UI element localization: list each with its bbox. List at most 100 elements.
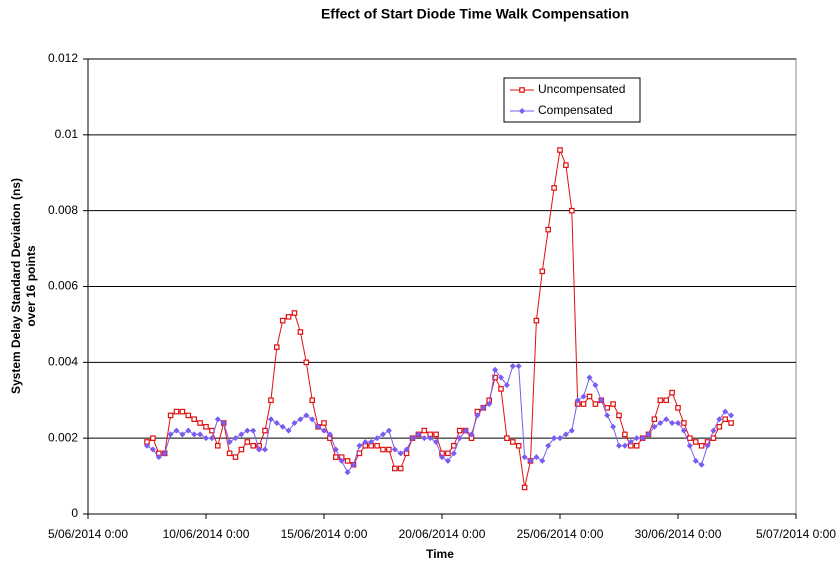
point (444, 457, 451, 464)
point (385, 427, 392, 434)
point (380, 446, 386, 453)
point (692, 457, 699, 464)
point (273, 420, 280, 426)
point (250, 442, 257, 449)
point (197, 420, 203, 426)
point (669, 389, 675, 396)
point (214, 416, 221, 423)
point (451, 442, 457, 449)
point (374, 435, 381, 442)
point (392, 465, 398, 472)
x-tick-label: 15/06/2014 0:00 (281, 527, 368, 541)
point (557, 435, 563, 442)
y-tick-label: 0.006 (48, 279, 78, 293)
point (563, 162, 569, 168)
point (149, 446, 156, 453)
point (557, 147, 563, 153)
point (692, 439, 699, 445)
point (155, 454, 162, 461)
point (562, 431, 569, 438)
point (321, 420, 327, 426)
point (533, 317, 540, 324)
point (462, 427, 469, 434)
point (409, 435, 416, 442)
point (610, 423, 617, 430)
point (232, 454, 239, 460)
point (533, 454, 540, 461)
point (244, 427, 251, 434)
point (220, 420, 227, 426)
point (179, 431, 186, 438)
point (297, 329, 304, 335)
point (238, 431, 245, 438)
y-tick-label: 0.004 (48, 355, 78, 369)
point (332, 446, 339, 453)
point (274, 344, 280, 350)
point (350, 461, 357, 468)
point (704, 442, 711, 449)
point (226, 450, 233, 457)
point (315, 423, 322, 430)
point (716, 416, 723, 423)
point (504, 435, 510, 441)
point (297, 416, 304, 423)
point (439, 454, 445, 461)
point (568, 427, 575, 434)
x-tick-label: 25/06/2014 0:00 (517, 527, 604, 541)
x-tick-label: 5/06/2014 0:00 (48, 527, 128, 541)
point (527, 457, 534, 464)
point (403, 446, 410, 453)
legend-label: Uncompensated (538, 82, 625, 96)
point (586, 393, 593, 400)
point (161, 450, 168, 457)
point (374, 442, 380, 449)
y-tick-label: 0.008 (48, 203, 78, 217)
point (303, 412, 310, 419)
point (421, 435, 428, 442)
point (386, 446, 392, 453)
point (722, 416, 729, 423)
point (338, 457, 345, 464)
point (633, 442, 640, 449)
point (250, 427, 257, 434)
point (144, 442, 150, 449)
point (391, 446, 398, 453)
point (356, 442, 363, 449)
y-tick-label: 0.002 (48, 430, 78, 444)
point (244, 439, 251, 445)
point (586, 374, 593, 381)
point (627, 438, 634, 445)
y-axis-title: over 16 points (24, 245, 38, 327)
point (445, 450, 451, 457)
point (663, 397, 670, 404)
point (368, 438, 375, 445)
point (568, 207, 575, 214)
point (279, 317, 286, 324)
point (421, 427, 428, 434)
point (450, 450, 457, 457)
point (521, 484, 528, 491)
point (663, 416, 670, 423)
point (592, 382, 599, 389)
point (515, 363, 522, 370)
point (545, 226, 552, 233)
point (433, 438, 440, 445)
point (728, 420, 734, 426)
point (238, 446, 245, 453)
x-tick-label: 20/06/2014 0:00 (399, 527, 486, 541)
point (639, 435, 646, 442)
point (686, 442, 693, 449)
point (303, 359, 310, 366)
point (456, 435, 463, 442)
point (492, 374, 498, 381)
chart-title: Effect of Start Diode Time Walk Compensa… (321, 6, 629, 22)
point (515, 442, 522, 449)
point (580, 393, 587, 400)
point (486, 401, 493, 408)
point (226, 438, 233, 445)
point (267, 416, 274, 423)
point (710, 427, 717, 434)
point (698, 442, 705, 449)
point (651, 416, 658, 423)
